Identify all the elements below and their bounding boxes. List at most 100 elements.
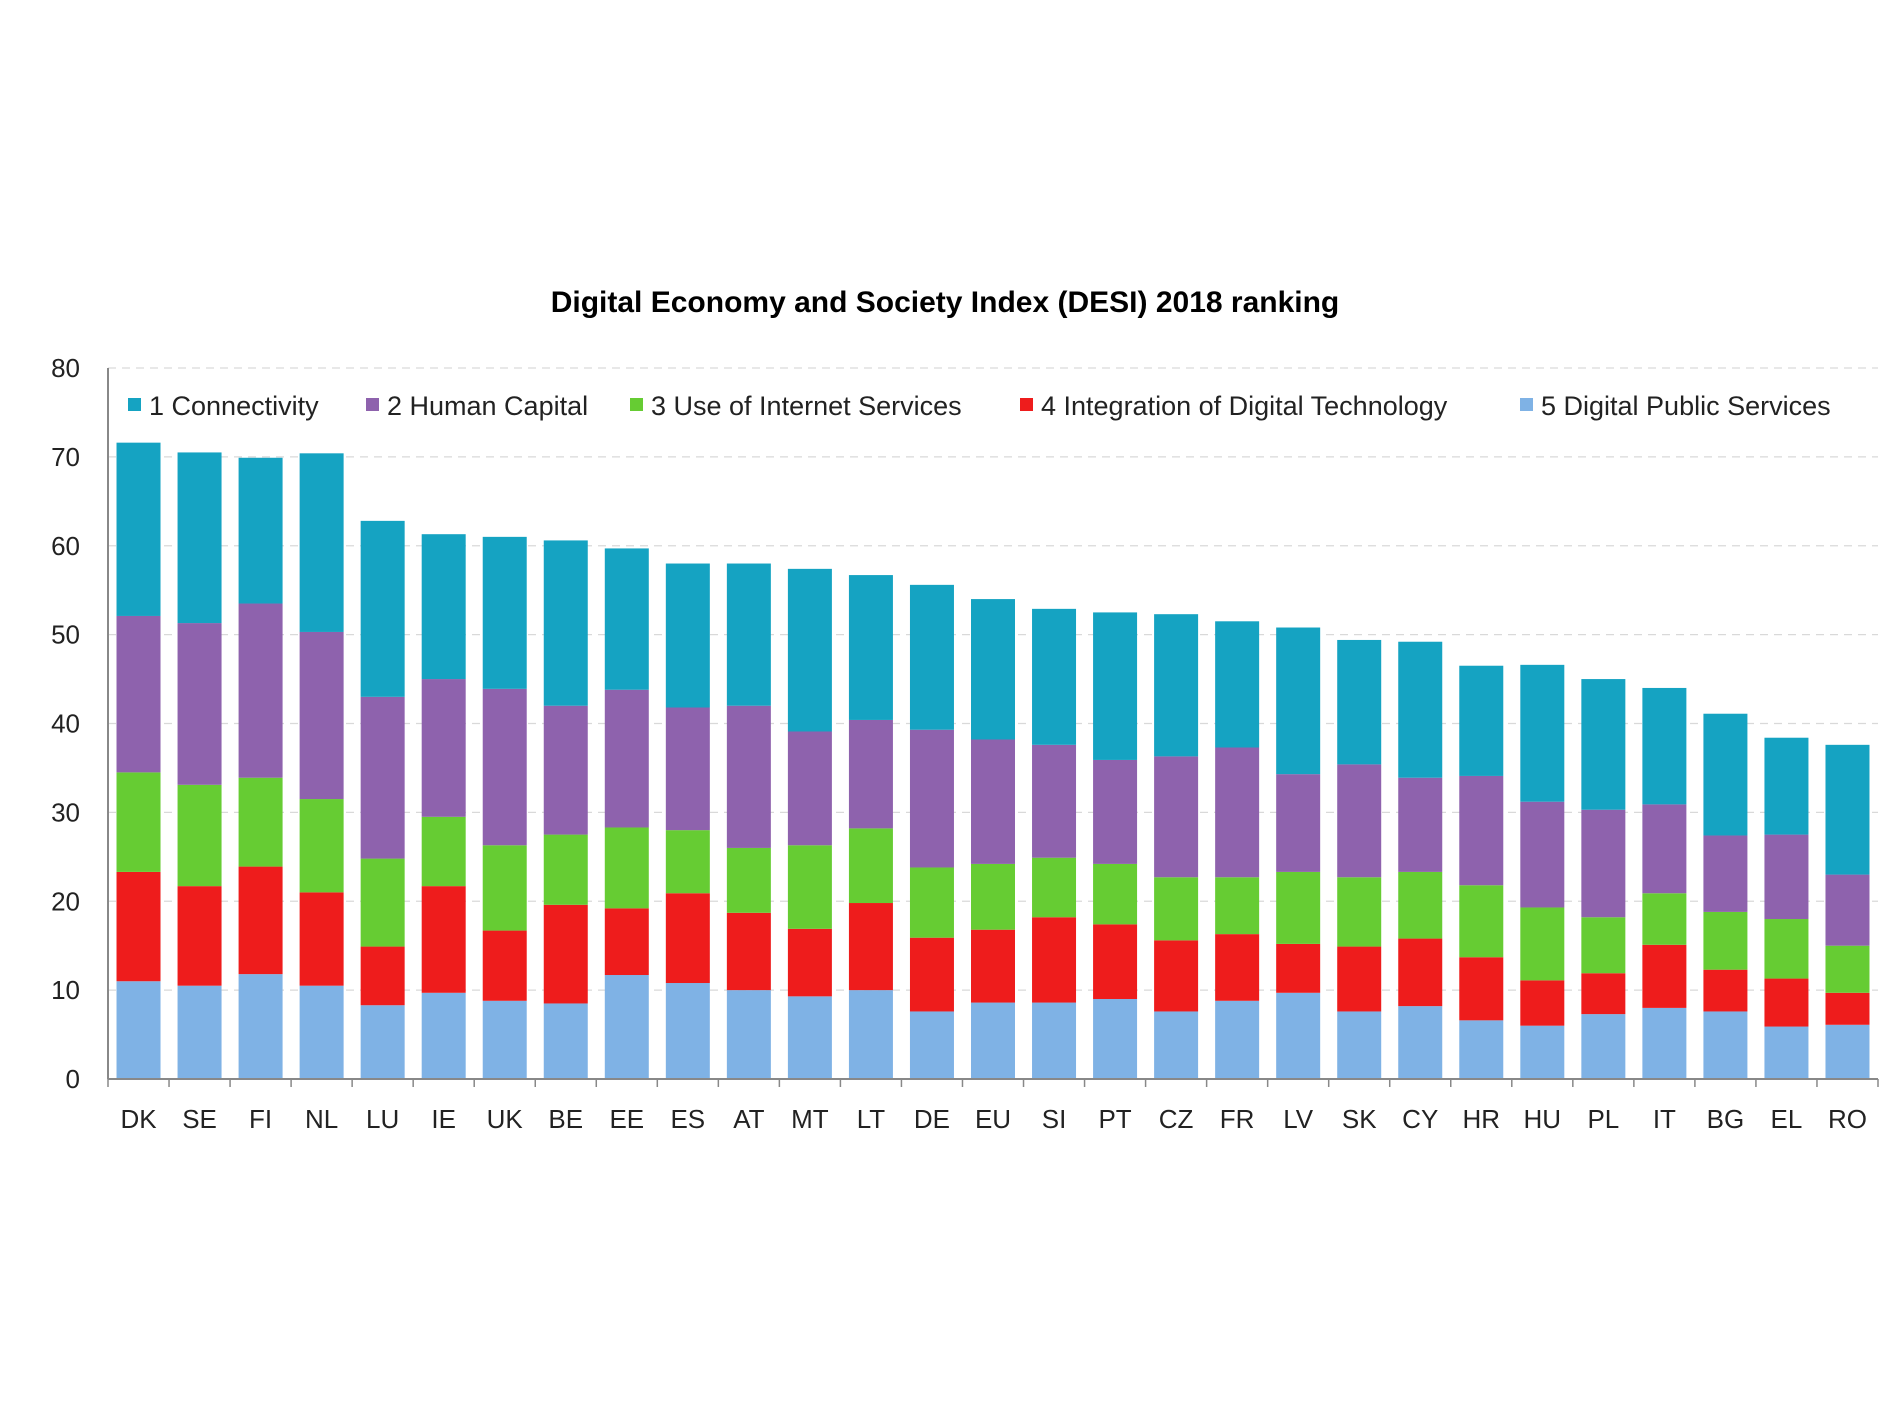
y-tick-label: 50 <box>51 620 80 650</box>
legend-swatch <box>366 398 379 411</box>
bar-segment <box>1032 1002 1077 1079</box>
bar-segment <box>482 930 527 1001</box>
bar-segment <box>1276 627 1321 775</box>
bar-segment <box>1398 777 1443 872</box>
bar-segment <box>1520 801 1565 908</box>
bar-segment <box>909 1011 954 1079</box>
bar-segment <box>1459 957 1504 1021</box>
legend-label: 4 Integration of Digital Technology <box>1041 391 1448 421</box>
bar-segment <box>1764 919 1809 979</box>
bar-segment <box>177 985 222 1079</box>
bar-segment <box>1703 969 1748 1012</box>
y-tick-label: 20 <box>51 886 80 916</box>
bar-segment <box>1276 992 1321 1079</box>
bar-segment <box>848 828 893 904</box>
bar-segment <box>1581 679 1626 810</box>
bar-segment <box>971 739 1015 864</box>
chart-title: Digital Economy and Society Index (DESI)… <box>551 286 1340 319</box>
bar-segment <box>1032 917 1077 1003</box>
bar-segment <box>1459 665 1504 776</box>
bar-segment <box>1032 608 1077 745</box>
bar-segment <box>848 719 893 829</box>
bar-segment <box>909 937 954 1012</box>
bar-segment <box>1520 980 1565 1026</box>
x-tick-label: FR <box>1220 1104 1255 1134</box>
bar-segment <box>1215 747 1260 878</box>
bar-segment <box>1825 744 1870 875</box>
bar-segment <box>116 871 161 982</box>
x-tick-label: SE <box>182 1104 217 1134</box>
bar-segment <box>1703 835 1748 912</box>
bar-segment <box>1398 938 1443 1007</box>
bar-segment <box>1154 614 1199 757</box>
x-tick-label: HU <box>1524 1104 1562 1134</box>
bar-segment <box>1093 759 1138 864</box>
bar-segment <box>1154 756 1199 878</box>
x-tick-label: MT <box>791 1104 829 1134</box>
bar-segment <box>1154 1011 1199 1079</box>
bar-segment <box>1642 687 1687 805</box>
bar-segment <box>299 892 344 986</box>
bar-segment <box>1581 917 1626 974</box>
x-tick-label: SI <box>1042 1104 1067 1134</box>
legend-swatch <box>128 398 141 411</box>
bar-segment <box>1154 940 1199 1012</box>
bar-segment <box>543 705 588 835</box>
bar-segment <box>971 1002 1015 1079</box>
bar-segment <box>482 1000 527 1079</box>
bar-segment <box>1642 893 1687 945</box>
bar-segment <box>971 929 1015 1003</box>
x-tick-label: AT <box>733 1104 764 1134</box>
bar-segment <box>1581 1014 1626 1079</box>
bar-segment <box>1459 775 1504 886</box>
x-tick-label: LV <box>1283 1104 1314 1134</box>
bar-segment <box>177 784 222 887</box>
bar-segment <box>726 990 771 1079</box>
x-tick-label: EU <box>975 1104 1011 1134</box>
bar-segment <box>116 981 161 1079</box>
bar-segment <box>299 453 344 632</box>
bar-segment <box>787 568 832 732</box>
bar-segment <box>1825 874 1870 946</box>
bar-segment <box>1337 764 1382 878</box>
bar-segment <box>177 623 222 785</box>
legend-swatch <box>1020 398 1033 411</box>
bar-segment <box>1154 877 1199 941</box>
bar-segment <box>543 834 588 905</box>
bar-segment <box>1581 973 1626 1015</box>
y-axis: 0 10 20 30 40 50 60 70 80 <box>51 353 109 1094</box>
bar-segment <box>604 975 649 1079</box>
bar-segment <box>1581 809 1626 918</box>
bar-segment <box>604 689 649 828</box>
bar-segment <box>299 799 344 893</box>
x-tick-label: UK <box>487 1104 524 1134</box>
bar-segment <box>1215 877 1260 935</box>
bar-segment <box>1825 992 1870 1025</box>
bar-segment <box>482 845 527 931</box>
bar-segment <box>604 548 649 690</box>
bar-segment <box>604 908 649 976</box>
bar-segment <box>421 886 466 993</box>
x-tick-label: PL <box>1587 1104 1619 1134</box>
bar-segment <box>543 1003 588 1079</box>
bar-segment <box>1093 924 1138 1000</box>
bar-segment <box>1520 1025 1565 1079</box>
bar-segment <box>1642 944 1687 1008</box>
bar-segment <box>421 534 466 680</box>
x-tick-label: BG <box>1707 1104 1745 1134</box>
bar-segment <box>971 599 1015 740</box>
y-tick-label: 60 <box>51 531 80 561</box>
bar-segment <box>116 772 161 872</box>
bar-segment <box>1642 804 1687 894</box>
bar-segment <box>1337 639 1382 765</box>
bar-segment <box>1703 911 1748 970</box>
bar-segment <box>1032 857 1077 918</box>
bar-segment <box>1032 744 1077 858</box>
bar-segment <box>360 520 405 697</box>
bar-segment <box>1520 664 1565 802</box>
bar-segment <box>909 729 954 868</box>
bar-segment <box>238 603 283 778</box>
legend-label: 3 Use of Internet Services <box>651 391 962 421</box>
x-tick-label: BE <box>548 1104 583 1134</box>
